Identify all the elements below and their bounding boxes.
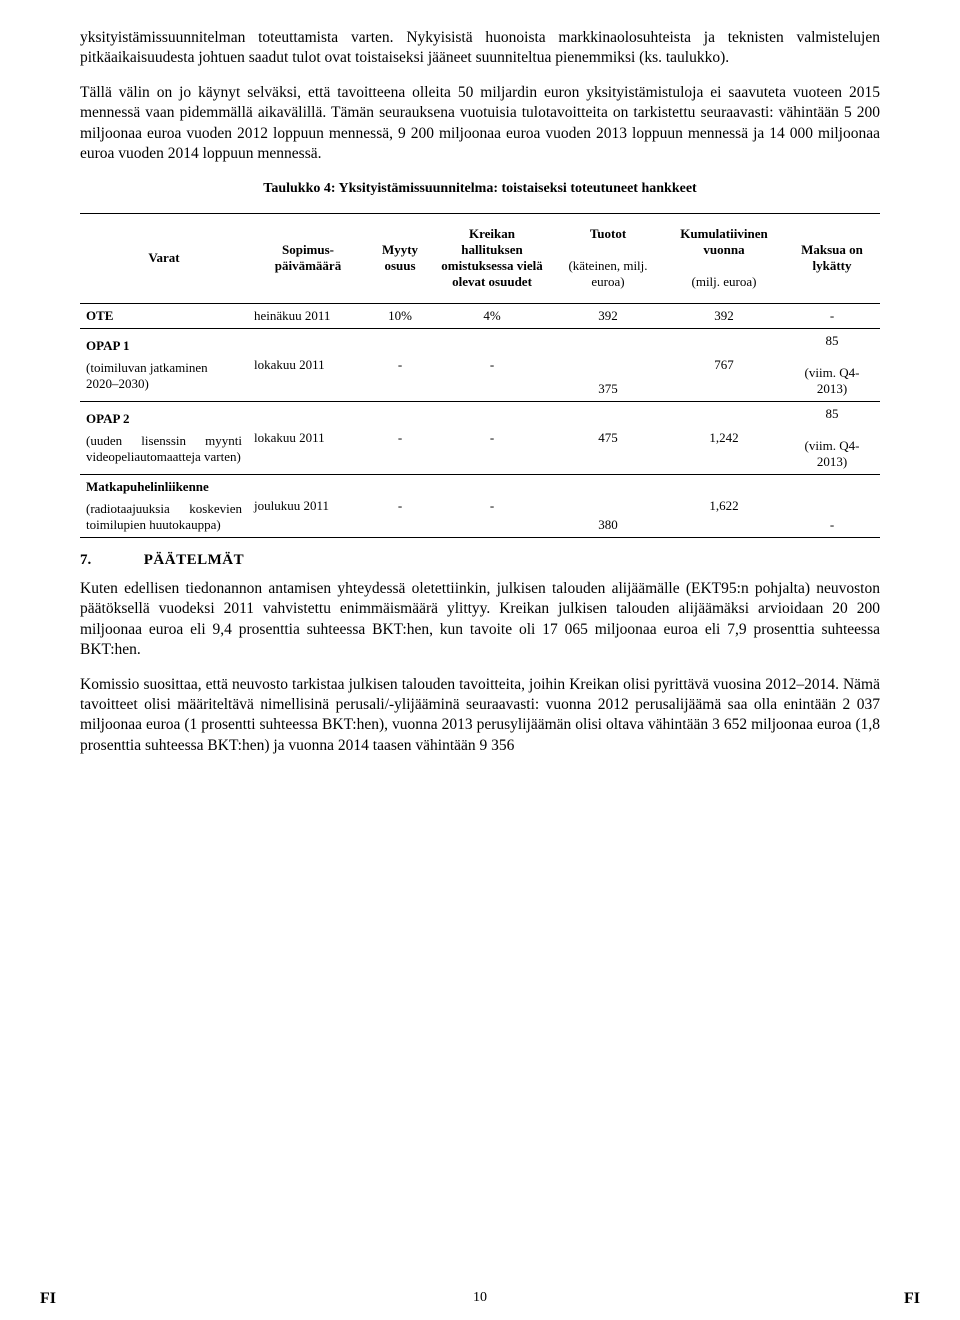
opap1-maksua-2: (viim. Q4-2013)	[805, 365, 860, 396]
cell-ote-kumu: 392	[664, 303, 784, 328]
page: yksityistämissuunnitelman toteuttamista …	[0, 0, 960, 1320]
cell-matka-kreikan: -	[432, 474, 552, 537]
col-kumu-2: (milj. euroa)	[692, 274, 757, 289]
cell-opap2-name: OPAP 2 (uuden lisenssin myynti videopeli…	[80, 401, 248, 474]
footer-right: FI	[904, 1290, 920, 1308]
cell-opap2-date: lokakuu 2011	[248, 401, 368, 474]
cell-ote-name: OTE	[80, 303, 248, 328]
footer-center: 10	[40, 1290, 920, 1306]
col-varat: Varat	[80, 213, 248, 303]
section-number: 7.	[80, 552, 140, 569]
section-title: PÄÄTELMÄT	[144, 552, 244, 568]
col-myyty: Myyty osuus	[368, 213, 432, 303]
table-title: Taulukko 4: Yksityistämissuunnitelma: to…	[80, 181, 880, 197]
cell-opap2-myyty: -	[368, 401, 432, 474]
table-row: Matkapuhelinliikenne (radiotaajuuksia ko…	[80, 474, 880, 537]
paragraph-3: Kuten edellisen tiedonannon antamisen yh…	[80, 579, 880, 661]
cell-opap1-kumu: 767	[664, 328, 784, 401]
col-sopimus: Sopimus-päivämäärä	[248, 213, 368, 303]
paragraph-4: Komissio suosittaa, että neuvosto tarkis…	[80, 675, 880, 757]
cell-opap1-myyty: -	[368, 328, 432, 401]
col-maksua: Maksua on lykätty	[784, 213, 880, 303]
cell-ote-kreikan: 4%	[432, 303, 552, 328]
cell-opap1-tuotot: 375	[552, 328, 664, 401]
matka-head: Matkapuhelinliikenne	[86, 479, 242, 495]
opap1-sub: (toimiluvan jatkaminen 2020–2030)	[86, 360, 242, 392]
cell-opap1-kreikan: -	[432, 328, 552, 401]
cell-opap1-name: OPAP 1 (toimiluvan jatkaminen 2020–2030)	[80, 328, 248, 401]
paragraph-1: yksityistämissuunnitelman toteuttamista …	[80, 28, 880, 69]
cell-opap2-maksua: 85 (viim. Q4-2013)	[784, 401, 880, 474]
cell-matka-date: joulukuu 2011	[248, 474, 368, 537]
cell-opap2-kreikan: -	[432, 401, 552, 474]
cell-opap1-date: lokakuu 2011	[248, 328, 368, 401]
cell-ote-date: heinäkuu 2011	[248, 303, 368, 328]
opap2-maksua-2: (viim. Q4-2013)	[805, 438, 860, 469]
cell-matka-tuotot: 380	[552, 474, 664, 537]
col-tuotot-1: Tuotot	[590, 226, 626, 241]
cell-ote-myyty: 10%	[368, 303, 432, 328]
cell-matka-name: Matkapuhelinliikenne (radiotaajuuksia ko…	[80, 474, 248, 537]
opap1-head: OPAP 1	[86, 338, 242, 354]
opap2-sub: (uuden lisenssin myynti videopeliautomaa…	[86, 433, 242, 465]
table-4: Varat Sopimus-päivämäärä Myyty osuus Kre…	[80, 213, 880, 538]
cell-ote-tuotot: 392	[552, 303, 664, 328]
cell-matka-myyty: -	[368, 474, 432, 537]
cell-matka-kumu: 1,622	[664, 474, 784, 537]
page-footer: FI FI 10	[0, 1290, 960, 1308]
cell-opap2-kumu: 1,242	[664, 401, 784, 474]
col-kumu: Kumulatiivinen vuonna (milj. euroa)	[664, 213, 784, 303]
col-tuotot: Tuotot (käteinen, milj. euroa)	[552, 213, 664, 303]
col-kumu-1: Kumulatiivinen vuonna	[680, 226, 767, 257]
footer-left: FI	[40, 1290, 56, 1308]
table-row: OTE heinäkuu 2011 10% 4% 392 392 -	[80, 303, 880, 328]
cell-matka-maksua: -	[784, 474, 880, 537]
cell-opap1-maksua: 85 (viim. Q4-2013)	[784, 328, 880, 401]
section-heading: 7. PÄÄTELMÄT	[80, 552, 880, 569]
cell-ote-maksua: -	[784, 303, 880, 328]
paragraph-2: Tällä välin on jo käynyt selväksi, että …	[80, 83, 880, 165]
col-kreikan: Kreikan hallituksen omistuksessa vielä o…	[432, 213, 552, 303]
opap1-maksua-1: 85	[826, 333, 839, 348]
table-row: OPAP 1 (toimiluvan jatkaminen 2020–2030)…	[80, 328, 880, 401]
col-tuotot-2: (käteinen, milj. euroa)	[568, 258, 647, 289]
table-row: OPAP 2 (uuden lisenssin myynti videopeli…	[80, 401, 880, 474]
matka-sub: (radiotaajuuksia koskevien toimilupien h…	[86, 501, 242, 533]
opap2-head: OPAP 2	[86, 411, 242, 427]
opap2-maksua-1: 85	[826, 406, 839, 421]
cell-opap2-tuotot: 475	[552, 401, 664, 474]
